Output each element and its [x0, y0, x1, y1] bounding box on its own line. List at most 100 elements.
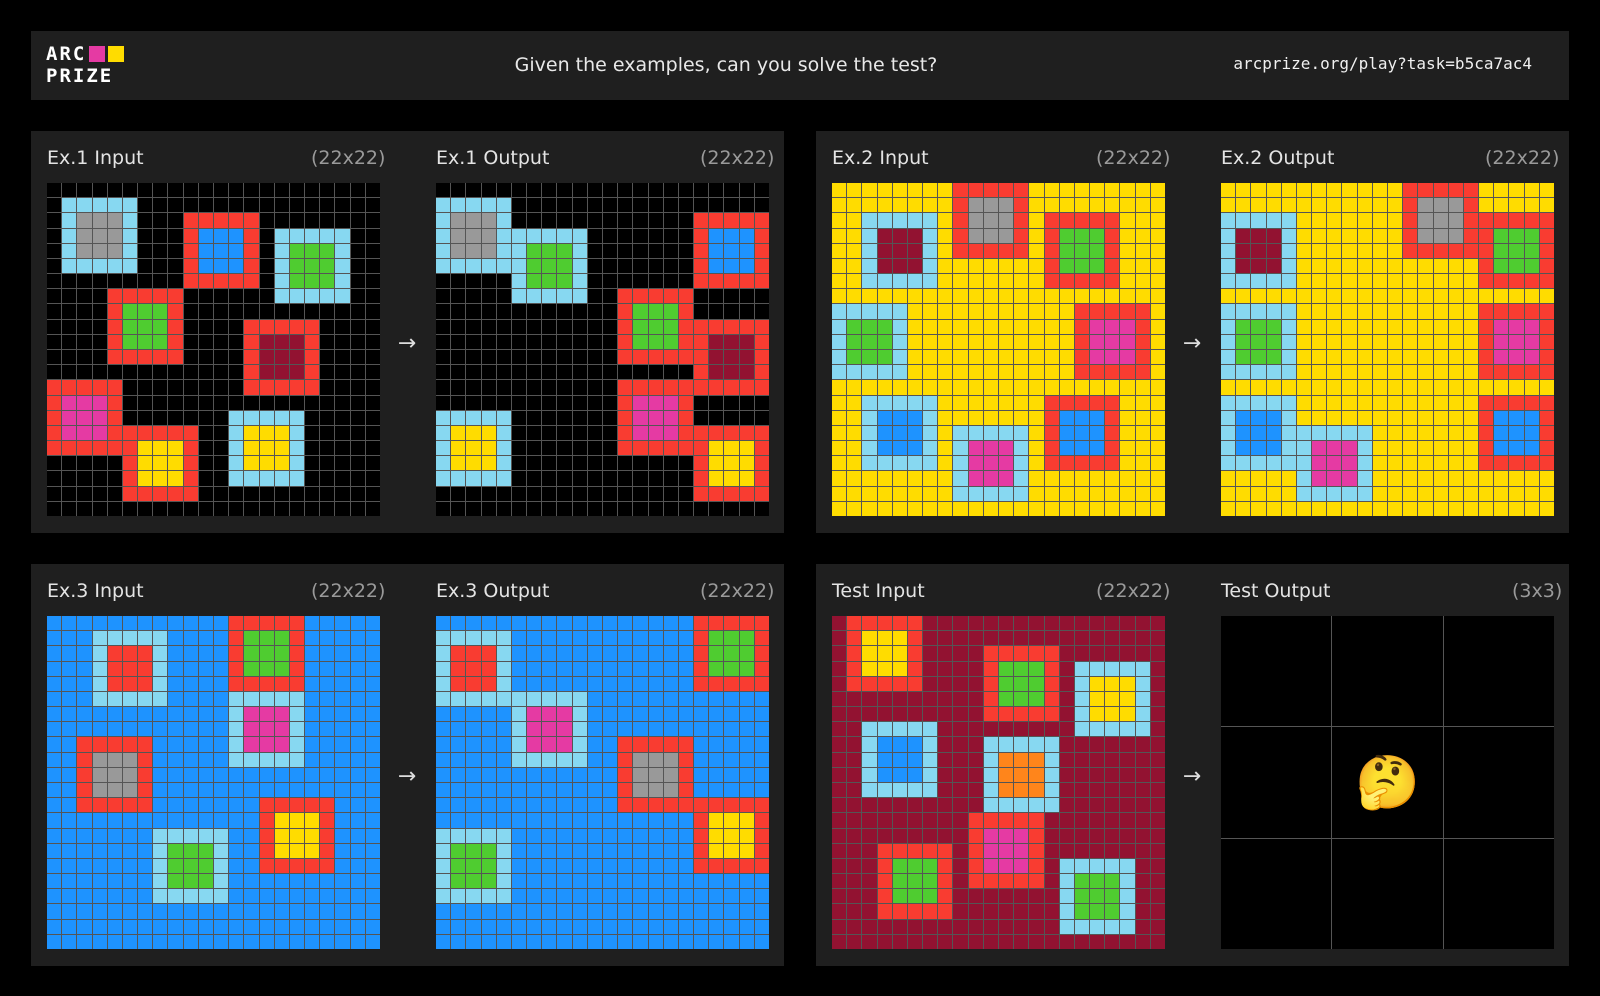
grid-cell	[1281, 486, 1296, 501]
grid-cell	[694, 889, 709, 904]
grid-cell	[1029, 349, 1044, 365]
grid-cell	[183, 934, 198, 949]
grid-cell	[877, 486, 892, 501]
grid-cell	[481, 889, 496, 904]
grid-cell	[451, 319, 466, 334]
grid-cell	[877, 501, 892, 516]
grid-cell	[663, 676, 678, 691]
grid-cell	[557, 471, 572, 486]
grid-cell	[709, 843, 724, 858]
grid-cell	[1150, 767, 1165, 782]
grid-cell	[1479, 410, 1494, 425]
grid-cell	[153, 380, 168, 395]
grid-cell	[244, 395, 259, 410]
grid-cell	[877, 365, 892, 380]
test-output-grid[interactable]: 🤔	[1221, 616, 1554, 949]
grid-cell	[602, 919, 618, 934]
test-output-cell[interactable]	[1443, 838, 1554, 949]
grid-cell	[365, 646, 380, 661]
grid-cell	[527, 858, 542, 874]
grid-cell	[709, 661, 724, 676]
grid-cell	[1074, 380, 1090, 395]
grid-cell	[350, 365, 365, 380]
grid-cell	[168, 691, 183, 707]
grid-cell	[877, 798, 892, 813]
grid-cell	[183, 501, 198, 516]
grid-cell	[1135, 858, 1150, 874]
grid-cell	[320, 813, 335, 828]
grid-cell	[1357, 395, 1372, 410]
test-output-cell[interactable]	[1221, 838, 1332, 949]
grid-cell	[847, 213, 862, 228]
test-output-cell[interactable]	[1221, 616, 1332, 727]
grid-cell	[107, 676, 122, 691]
test-output-cell[interactable]	[1443, 727, 1554, 838]
grid-cell	[365, 395, 380, 410]
grid-cell	[350, 631, 365, 646]
grid-cell	[92, 380, 107, 395]
grid-cell	[259, 874, 274, 889]
grid-cell	[953, 274, 968, 289]
grid-cell	[892, 707, 907, 722]
grid-cell	[739, 243, 754, 258]
grid-cell	[1281, 334, 1296, 349]
grid-cell	[1059, 676, 1074, 691]
grid-cell	[365, 889, 380, 904]
grid-cell	[862, 904, 877, 919]
grid-cell	[62, 889, 77, 904]
grid-cell	[678, 904, 694, 919]
grid-cell	[122, 661, 138, 676]
grid-cell	[1221, 228, 1236, 243]
test-output-cell[interactable]	[1443, 616, 1554, 727]
grid-cell	[602, 752, 618, 767]
grid-cell	[436, 676, 451, 691]
grid-cell	[678, 243, 694, 258]
grid-cell	[847, 934, 862, 949]
grid-cell	[274, 486, 289, 501]
grid-cell	[274, 198, 289, 213]
arc-prize-logo[interactable]: ARC PRIZE	[46, 45, 150, 86]
grid-cell	[1236, 425, 1251, 441]
grid-cell	[557, 441, 572, 456]
grid-cell	[1236, 471, 1251, 486]
grid-cell	[153, 767, 168, 782]
grid-cell	[557, 889, 572, 904]
grid-cell	[1150, 843, 1165, 858]
test-output-cell[interactable]	[1221, 727, 1332, 838]
grid-cell	[320, 395, 335, 410]
grid-cell	[953, 425, 968, 441]
grid-cell	[138, 843, 153, 858]
grid-cell	[694, 395, 709, 410]
thinking-face-icon[interactable]: 🤔	[1332, 727, 1443, 838]
grid-cell	[183, 722, 198, 737]
grid-cell	[938, 365, 953, 380]
grid-cell	[602, 707, 618, 722]
grid-cell	[496, 304, 511, 319]
task-url-link[interactable]: arcprize.org/play?task=b5ca7ac4	[1233, 54, 1532, 73]
grid-cell	[1296, 395, 1312, 410]
grid-cell	[451, 904, 466, 919]
grid-cell	[77, 828, 92, 843]
test-output-cell[interactable]	[1332, 838, 1443, 949]
grid-cell	[47, 843, 62, 858]
grid-cell	[602, 813, 618, 828]
grid-cell	[153, 661, 168, 676]
grid-cell	[153, 486, 168, 501]
grid-cell	[877, 737, 892, 752]
grid-cell	[1105, 228, 1120, 243]
grid-cell	[496, 646, 511, 661]
grid-cell	[862, 631, 877, 646]
grid-cell	[289, 798, 305, 813]
grid-cell	[907, 349, 923, 365]
grid-cell	[892, 334, 907, 349]
grid-cell	[320, 616, 335, 631]
grid-cell	[289, 410, 305, 425]
grid-cell	[138, 198, 153, 213]
grid-cell	[1059, 243, 1074, 258]
grid-cell	[527, 828, 542, 843]
test-output-cell[interactable]	[1332, 616, 1443, 727]
ex2-input-label: Ex.2 Input	[832, 147, 929, 169]
grid-cell	[213, 441, 229, 456]
grid-cell	[618, 456, 633, 471]
grid-cell	[183, 304, 198, 319]
